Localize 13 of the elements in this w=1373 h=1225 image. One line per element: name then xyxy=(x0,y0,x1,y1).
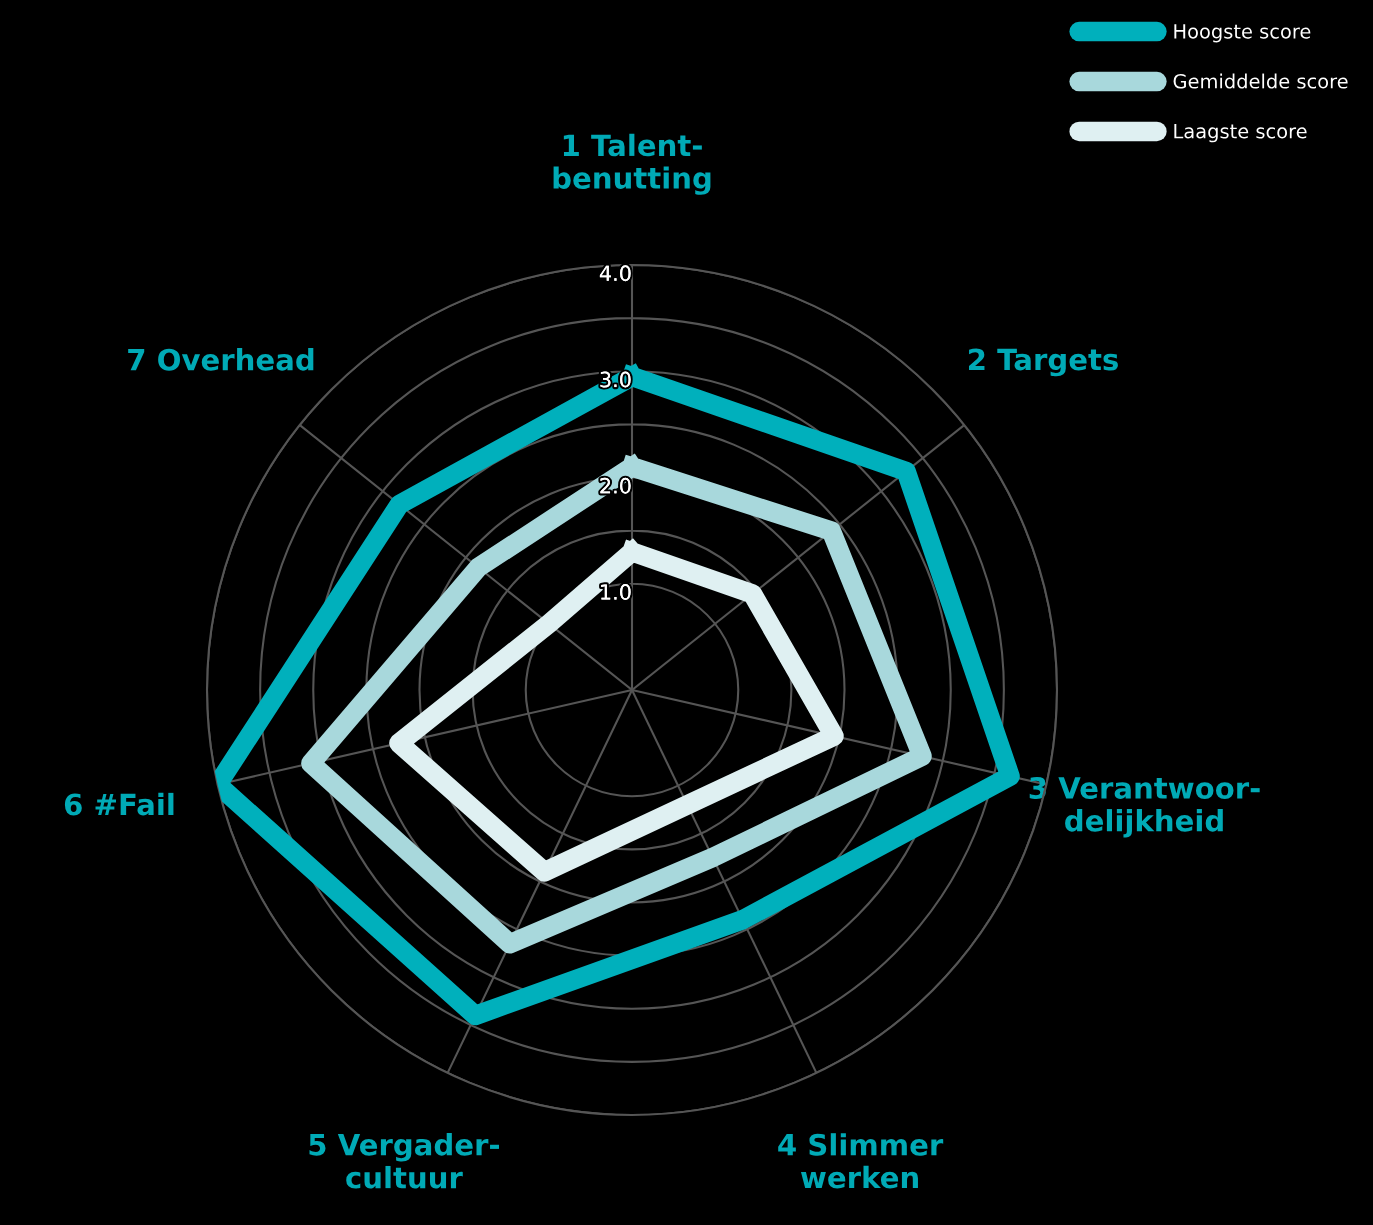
spoke-label: 2 Targets xyxy=(969,348,1118,377)
y-tick-label: 4.0 xyxy=(599,265,631,282)
spoke-label: 3 Verantwoor- delijkheid xyxy=(1029,776,1260,838)
legend-label: Gemiddelde score xyxy=(1173,73,1348,89)
y-tick-label: 3.0 xyxy=(600,371,631,388)
y-tick-label: 1.0 xyxy=(601,584,631,600)
spoke-label: 4 Slimmer werken xyxy=(778,1133,944,1189)
spoke-label: 6 #Fail xyxy=(64,792,174,816)
legend-label: Hoogste score xyxy=(1174,24,1311,43)
legend-label: Laagste score xyxy=(1174,124,1307,143)
spoke-label: 7 Overhead xyxy=(128,348,314,371)
spoke-label: 5 Vergader- cultuur xyxy=(309,1133,499,1189)
spoke-label: 1 Talent- benutting xyxy=(553,133,711,195)
